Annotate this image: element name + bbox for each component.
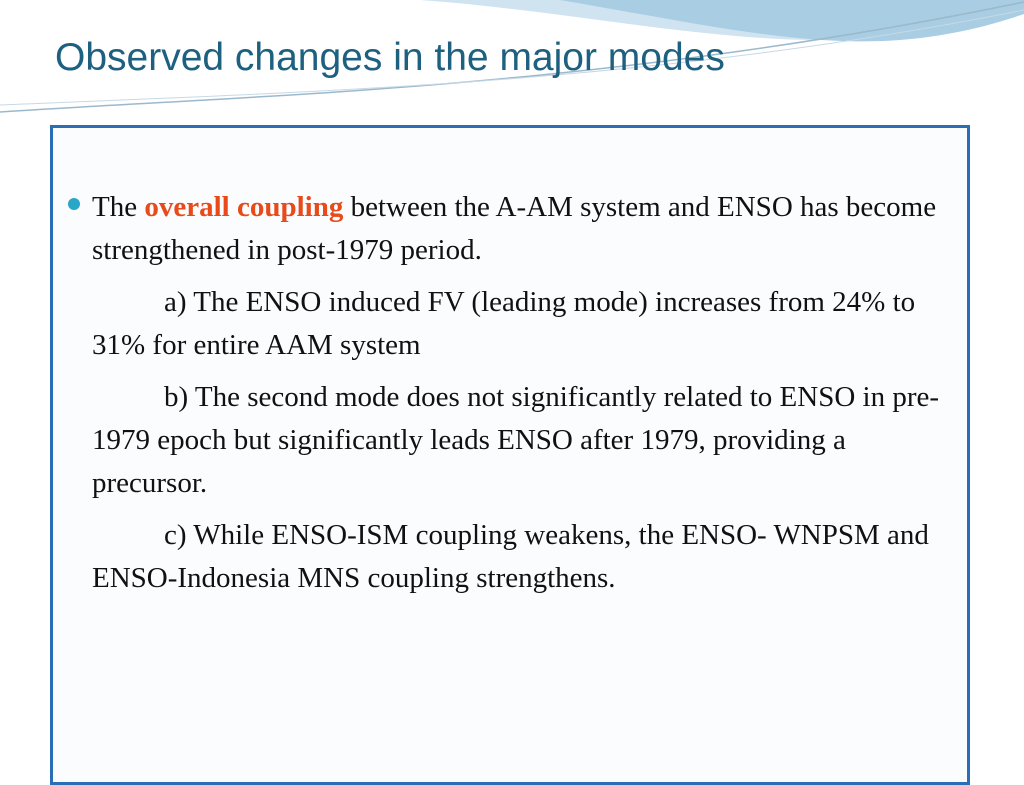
content-box [50, 125, 970, 785]
slide-title: Observed changes in the major modes [55, 36, 725, 79]
sub-point: c) While ENSO-ISM coupling weakens, the … [92, 519, 929, 594]
bullet-dot [68, 198, 80, 210]
swoosh-line [0, 9, 1024, 106]
sub-point: a) The ENSO induced FV (leading mode) in… [92, 286, 916, 361]
sub-point: b) The second mode does not significantl… [92, 381, 940, 499]
bullet: The overall coupling between the A-AM sy… [68, 186, 962, 272]
content: The overall coupling between the A-AM sy… [68, 186, 962, 609]
header-decoration [0, 0, 1024, 113]
emphasis: overall coupling [144, 191, 344, 223]
text: between the A-AM system and ENSO has bec… [92, 191, 937, 266]
text: The [92, 191, 145, 223]
